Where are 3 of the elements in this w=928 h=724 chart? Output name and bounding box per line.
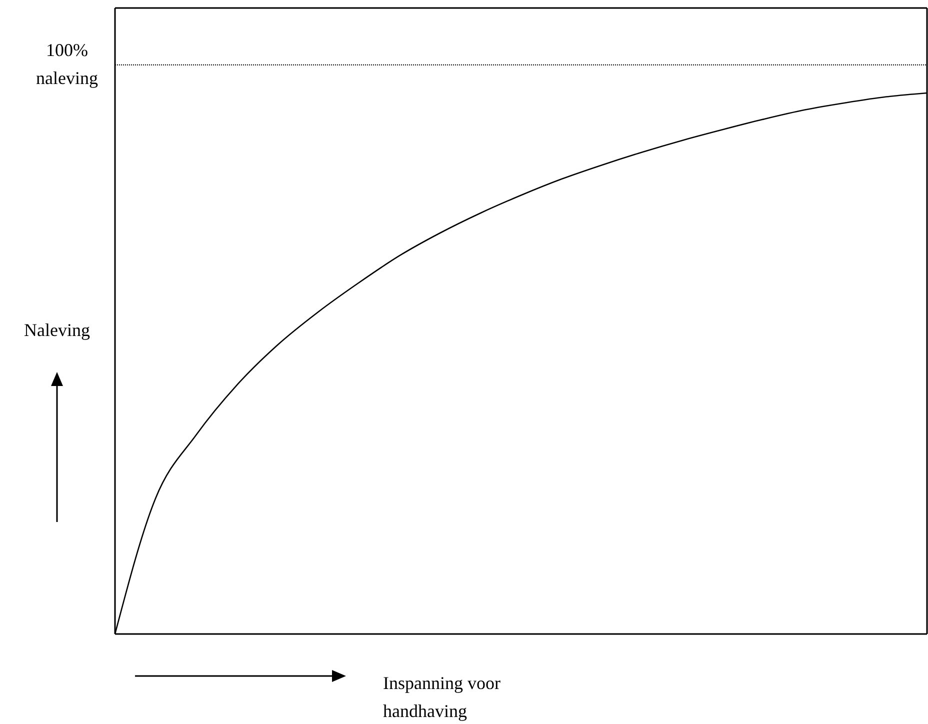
y-axis-title: Naleving (24, 320, 90, 340)
ref-line-label: 100% naleving (36, 40, 98, 88)
x-axis-title: Inspanning voor handhaving (383, 673, 500, 721)
